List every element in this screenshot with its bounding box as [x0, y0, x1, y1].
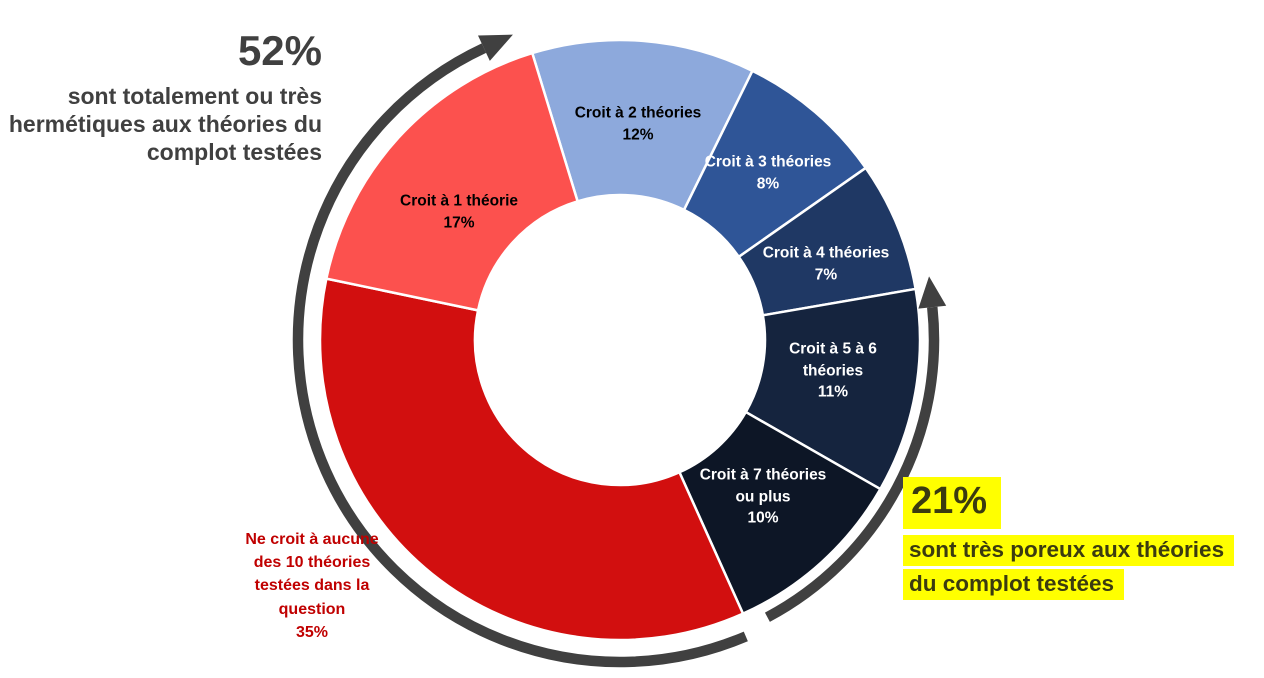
poreux-arc-arrow-head	[918, 276, 947, 309]
poreux-percentage: 21%	[903, 477, 1234, 529]
hermetiques-text-line-3: complot testées	[146, 139, 322, 166]
slice-label-7: Croit à 1 théorie 17%	[400, 192, 518, 231]
poreux-arc-arrow	[764, 306, 940, 622]
donut-slice-4	[744, 287, 922, 491]
slice-label-4: Croit à 5 à 6 théories 11%	[789, 340, 877, 401]
poreux-text-line-1: sont très poreux aux théories	[903, 534, 1235, 566]
donut-slice-1	[531, 38, 754, 212]
donut-slice-6	[318, 277, 745, 642]
poreux-percentage-highlight: 21%	[903, 477, 1002, 529]
slice-label-1: Croit à 2 théories 12%	[574, 104, 702, 143]
hermetiques-text-line-2: hermétiques aux théories du	[8, 111, 322, 138]
hermetiques-arc-arrow	[292, 43, 748, 668]
slice-label-3: Croit à 4 théories 7%	[762, 244, 890, 283]
poreux-text-line-2: du complot testées	[903, 568, 1234, 600]
hermetiques-arc-arrow-head	[478, 34, 513, 61]
hermetiques-text-line-1: sont totalement ou très	[67, 83, 322, 110]
slice-label-6: Ne croit à aucune des 10 théories testées …	[245, 531, 379, 641]
hermetiques-percentage: 52%	[237, 27, 322, 74]
poreux-annotation: 21% sont très poreux aux théories du com…	[903, 477, 1235, 600]
poreux-text-highlight-2: du complot testées	[903, 568, 1125, 600]
slice-label-5: Croit à 7 théories ou plus 10%	[699, 466, 827, 527]
hermetiques-annotation: 52% sont totalement ou très hermétiques …	[0, 27, 322, 166]
donut-slice-7	[325, 51, 579, 312]
slice-label-2: Croit à 3 théories 8%	[704, 153, 832, 192]
poreux-text-highlight-1: sont très poreux aux théories	[903, 534, 1235, 566]
